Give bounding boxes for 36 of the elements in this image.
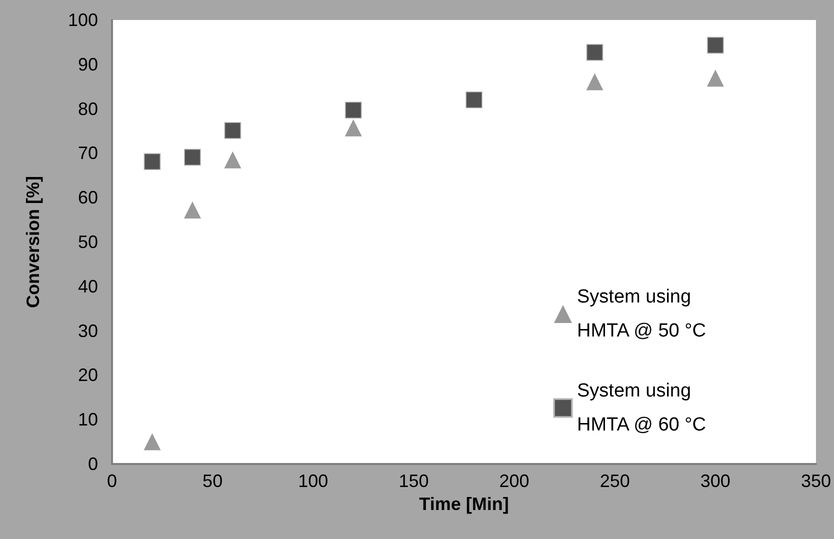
y-tick-label: 70: [78, 143, 98, 164]
x-tick-label: 0: [106, 471, 118, 491]
x-tick-label: 250: [600, 471, 630, 491]
y-tick-label: 80: [78, 98, 98, 119]
legend-label: System using HMTA @ 60 °C: [577, 380, 706, 436]
y-axis-title: Conversion [%]: [23, 176, 43, 308]
point: [344, 102, 362, 119]
x-tick-label: 200: [499, 471, 530, 491]
y-tick-label: 60: [78, 188, 98, 208]
point: [184, 148, 201, 166]
point: [344, 119, 362, 136]
point: [144, 433, 161, 450]
x-tick-label: 50: [202, 471, 223, 491]
point: [586, 44, 604, 61]
x-axis-title: Time [Min]: [419, 494, 509, 514]
y-tick-label: 10: [78, 410, 98, 430]
x-tick-label: 350: [800, 471, 832, 491]
y-tick-label: 0: [88, 454, 98, 474]
point: [706, 36, 724, 54]
legend-label: System using HMTA @ 50 °C: [577, 286, 706, 342]
point: [706, 70, 724, 87]
point: [224, 122, 242, 140]
point: [466, 91, 483, 108]
point: [184, 202, 201, 219]
point: [144, 153, 161, 170]
x-tick-label: 300: [700, 471, 730, 491]
y-tick-label: 40: [78, 276, 98, 296]
y-tick-label: 100: [68, 10, 98, 30]
y-tick-label: 20: [78, 365, 98, 386]
point: [224, 151, 242, 168]
y-tick-label: 50: [78, 232, 98, 252]
x-tick-label: 150: [398, 471, 429, 491]
y-tick-label: 90: [78, 54, 98, 74]
point: [586, 73, 604, 90]
y-tick-label: 30: [78, 320, 98, 341]
x-tick-label: 100: [298, 471, 328, 491]
